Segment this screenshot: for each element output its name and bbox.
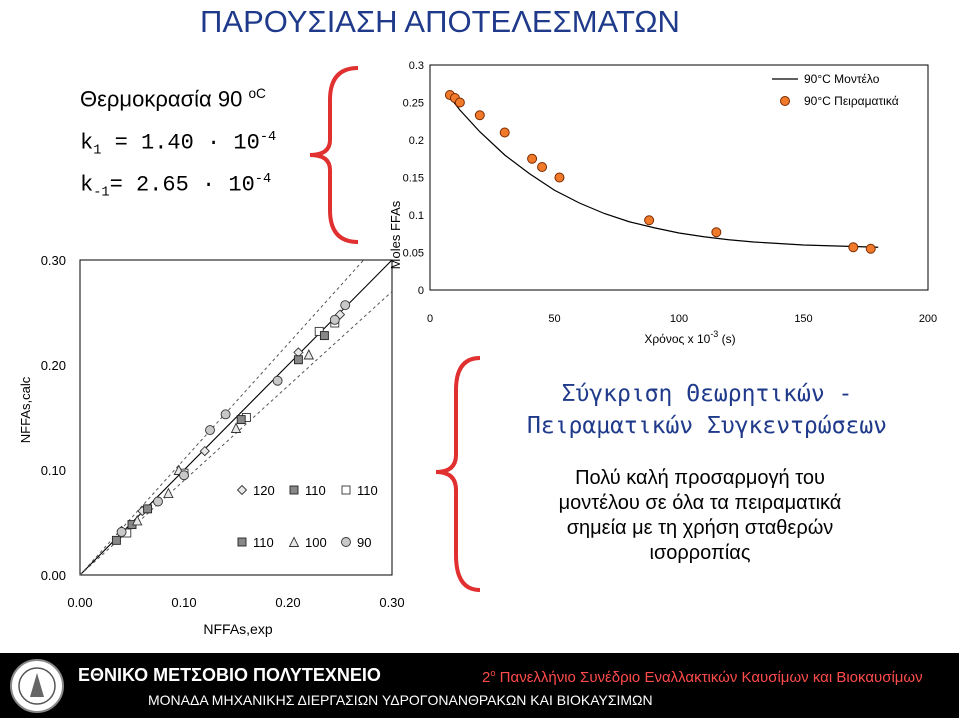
slide-title: ΠΑΡΟΥΣΙΑΣΗ ΑΠΟΤΕΛΕΣΜΑΤΩΝ — [200, 4, 680, 39]
parity-ytick-label: 0.00 — [41, 568, 66, 583]
legend-label: 120 — [253, 483, 275, 498]
footer-lab: ΜΟΝΑΔΑ ΜΗΧΑΝΙΚΗΣ ΔΙΕΡΓΑΣΙΩΝ ΥΔΡΟΓΟΝΑΝΘΡΑ… — [148, 692, 653, 708]
experimental-point — [644, 215, 655, 226]
decay-ytick-label: 0.1 — [409, 210, 424, 222]
experimental-point — [865, 243, 876, 254]
parity-lower-bound-line — [79, 291, 393, 576]
parity-point-square-dark — [236, 415, 246, 425]
decay-xtick-label: 150 — [794, 313, 812, 325]
experimental-point — [474, 110, 485, 121]
legend-swatch-square-dark — [237, 537, 247, 547]
footer-conference: 2o Πανελλήνιο Συνέδριο Εναλλακτικών Καυσ… — [482, 668, 923, 686]
university-seal-icon — [10, 659, 64, 713]
legend-swatch-square-dark — [289, 485, 299, 495]
parity-xtick-label: 0.10 — [171, 595, 196, 610]
parity-point-circle — [205, 425, 215, 436]
decay-ticks: 0 0.05 0.1 0.15 0.2 0.25 0.3 0 50 100 150 200 — [403, 60, 938, 325]
k-minus1-constant: k-1= 2.65 · 10-4 — [80, 172, 272, 201]
decay-ytick-label: 0.3 — [409, 60, 424, 72]
parity-ticks: 0.00 0.10 0.20 0.30 0.00 0.10 0.20 0.30 — [41, 253, 405, 610]
parity-point-circle — [329, 314, 340, 325]
parity-point-circle — [179, 470, 189, 481]
parity-ytick-label: 0.30 — [41, 253, 66, 268]
legend-swatch-square-light — [341, 485, 351, 495]
decay-ytick-label: 0.25 — [403, 98, 424, 110]
legend-experimental-swatch — [780, 96, 790, 106]
decay-ytick-label: 0.05 — [403, 248, 424, 260]
parity-point-triangle — [131, 514, 143, 526]
parity-axes — [79, 259, 393, 576]
parity-point-triangle — [230, 422, 242, 433]
legend-swatch-diamond — [236, 484, 248, 496]
experimental-point — [537, 162, 548, 172]
parity-ytick-label: 0.20 — [41, 358, 66, 373]
legend-label: 110 — [305, 483, 326, 498]
parity-xtick-label: 0.00 — [67, 595, 92, 610]
parity-point-triangle — [163, 487, 174, 499]
legend-swatch-circle — [341, 537, 351, 547]
experimental-point — [499, 127, 510, 138]
parity-point-square-dark — [293, 355, 303, 365]
experimental-point — [454, 97, 465, 108]
experimental-point — [848, 242, 859, 253]
legend-label: 90 — [357, 535, 371, 550]
parity-point-square-dark — [319, 331, 329, 341]
decay-axes — [429, 64, 929, 291]
parity-ylabel: NFFAs,calc — [18, 376, 33, 443]
legend-label: 100 — [305, 535, 327, 550]
decay-series — [444, 90, 879, 254]
parity-point-square-dark — [143, 504, 153, 514]
parity-ytick-label: 0.10 — [41, 463, 66, 478]
temperature-label: Θερμοκρασία 90 oC — [80, 86, 266, 112]
decay-xlabel: Χρόνος x 10-3 (s) — [644, 329, 735, 346]
decay-ytick-label: 0.2 — [409, 135, 424, 147]
decay-ytick-label: 0.15 — [403, 173, 424, 185]
parity-plot-frame — [79, 259, 393, 576]
decay-xtick-label: 100 — [670, 313, 688, 325]
experimental-point — [711, 227, 722, 238]
k1-constant: k1 = 1.40 · 10-4 — [80, 130, 277, 159]
comparison-body: Πολύ καλή προσαρμογή του μοντέλου σε όλα… — [558, 467, 842, 564]
decay-chart: 0 0.05 0.1 0.15 0.2 0.25 0.3 0 50 100 150 200 90°C … — [388, 60, 938, 346]
parity-xlabel: NFFAs,exp — [203, 621, 272, 637]
parity-point-square-dark — [111, 535, 121, 545]
parity-point-circle — [116, 527, 127, 537]
legend-swatch-triangle — [288, 536, 300, 547]
comparison-title: Σύγκριση Θεωρητικών - Πειραματικών Συγκε… — [526, 381, 888, 439]
legend-label: 110 — [357, 483, 378, 498]
decay-xtick-label: 200 — [919, 313, 937, 325]
parity-point-circle — [272, 375, 283, 386]
legend-model-label: 90°C Μοντέλο — [804, 72, 880, 86]
brace-bottom — [435, 356, 481, 592]
parity-point-circle — [340, 300, 351, 311]
parity-chart: 0.000.100.200.300.00 0.10 0.20 0.30 120 110 1… — [18, 253, 405, 637]
decay-plot-frame — [429, 64, 929, 291]
brace-top — [309, 66, 359, 244]
experimental-point — [554, 172, 565, 183]
footer-bar — [0, 653, 959, 718]
parity-xtick-label: 0.20 — [275, 595, 300, 610]
parity-point-circle — [153, 496, 163, 507]
decay-xtick-label: 0 — [427, 313, 433, 325]
parity-xtick-label: 0.30 — [379, 595, 404, 610]
decay-ylabel: Moles FFAs — [388, 200, 403, 269]
legend-experimental-label: 90°C Πειραματικά — [804, 94, 899, 108]
footer-university: ΕΘΝΙΚΟ ΜΕΤΣΟΒΙΟ ΠΟΛΥΤΕΧΝΕΙΟ — [78, 665, 381, 685]
decay-legend: 90°C Μοντέλο 90°C Πειραματικά — [772, 72, 899, 108]
decay-ytick-label: 0 — [418, 285, 424, 297]
parity-legend: 120 110 110 110 100 90 — [236, 483, 378, 550]
experimental-point — [527, 153, 538, 164]
decay-xtick-label: 50 — [548, 313, 560, 325]
model-line — [449, 96, 879, 248]
parity-point-circle — [220, 409, 231, 420]
parity-point-triangle — [303, 348, 315, 360]
legend-label: 110 — [253, 535, 274, 550]
parity-point-diamond — [199, 445, 210, 457]
parity-series — [111, 300, 351, 545]
